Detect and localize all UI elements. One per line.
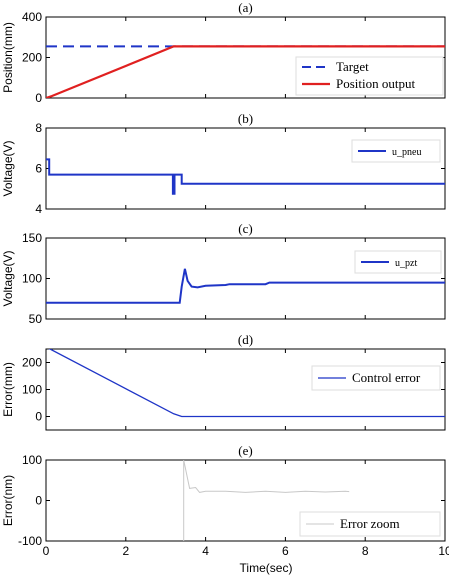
y-tick-label: 200 (22, 356, 42, 370)
y-tick-label: 150 (22, 231, 42, 245)
panel-3: (c) 50 100 150 Voltage(V) u_pzt (1, 221, 446, 326)
y-tick-label: 0 (35, 494, 42, 508)
y-tick-label: 0 (35, 91, 42, 105)
legend-label: Target (336, 59, 369, 74)
panel-4: (d) 0 100 200 Error(mm) Control error (1, 332, 446, 431)
x-axis-label: Time(sec) (240, 561, 293, 575)
legend-box (351, 139, 441, 163)
panel-2: (b) 4 6 8 Voltage(V) u_pneu (1, 111, 446, 216)
y-axis-label: Voltage(V) (1, 250, 15, 306)
x-tick-label: 2 (122, 544, 129, 558)
panel-label: (b) (238, 111, 253, 126)
y-tick-label: 100 (22, 272, 42, 286)
y-axis-label: Position(mm) (1, 22, 15, 93)
legend-box (354, 250, 442, 274)
y-tick-label: 100 (22, 383, 42, 397)
y-tick-label: 0 (35, 410, 42, 424)
series-line-u-pzt (46, 268, 445, 304)
y-tick-label: 8 (35, 121, 42, 135)
panel-label: (c) (238, 221, 252, 236)
plot-frame (45, 237, 446, 320)
panel-label: (e) (238, 443, 252, 458)
y-tick-label: 200 (22, 51, 42, 65)
y-tick-label: 6 (35, 162, 42, 176)
y-tick-label: 50 (29, 312, 43, 326)
series-line-position-output (46, 45, 445, 98)
legend-label: u_pneu (392, 147, 421, 158)
x-tick-label: 10 (438, 544, 449, 558)
x-tick-label: 6 (282, 544, 289, 558)
legend-label: Position output (336, 76, 415, 91)
x-tick-label: 8 (362, 544, 369, 558)
series-line-u-pneu (46, 158, 445, 195)
y-axis-label: Error(mm) (1, 362, 15, 417)
y-tick-label: -100 (18, 534, 42, 548)
y-axis-label: Voltage(V) (1, 140, 15, 196)
legend-label: u_pzt (395, 258, 417, 269)
panel-1: (a) 0 200 400 Position(mm) Target Position out… (1, 0, 446, 105)
x-tick-label: 4 (202, 544, 209, 558)
series-line-error-zoom (183, 460, 350, 541)
y-axis-label: Error(nm) (1, 475, 15, 526)
legend-box (295, 56, 444, 96)
panel-label: (a) (238, 0, 252, 15)
legend-label: Error zoom (340, 516, 400, 531)
y-tick-label: 400 (22, 10, 42, 24)
series-line-control-error (48, 349, 445, 418)
x-tick-label: 0 (43, 544, 50, 558)
y-tick-label: 100 (22, 453, 42, 467)
y-tick-label: 4 (35, 202, 42, 216)
panel-label: (d) (238, 332, 253, 347)
legend-label: Control error (352, 370, 421, 385)
